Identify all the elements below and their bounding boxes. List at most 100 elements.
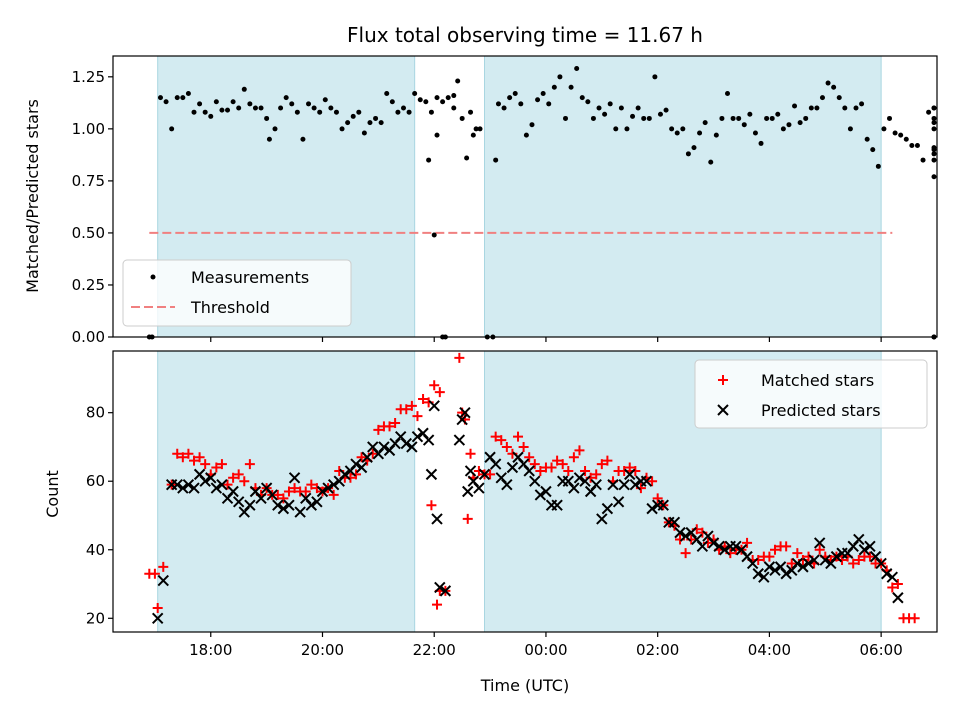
top-series-0-point-74 [507,95,513,101]
top-series-0-point-101 [657,111,663,117]
top-series-0-point-40 [367,120,373,126]
bottom-series-0-point-26 [289,483,300,494]
bottom-legend-matched-label: Matched stars [761,371,874,390]
top-series-0-point-77 [523,132,529,138]
bottom-series-1-point-72 [540,485,552,498]
top-series-0-point-156 [931,115,937,121]
top-series-0-point-149 [926,109,932,115]
bottom-series-1-point-69 [523,465,535,477]
bottom-series-1-point-0 [151,612,164,625]
bottom-x-tick-label-1: 20:00 [301,641,344,659]
bottom-series-1-point-22 [277,502,290,515]
bottom-series-1-point-36 [355,461,368,474]
bottom-series-0-point-94 [647,476,658,487]
top-y-tick-label-4: 1.00 [72,120,105,138]
bottom-series-1-point-84 [607,478,619,491]
bottom-series-0-point-14 [222,479,233,490]
bottom-y-tick-label-3: 80 [86,404,105,422]
bottom-series-0-point-138 [892,579,903,590]
top-series-0-point-26 [289,101,295,107]
top-series-0-point-140 [875,163,881,169]
bottom-series-0-point-47 [406,400,417,411]
top-series-0-point-130 [819,95,825,101]
top-series-0-point-99 [646,115,652,121]
top-series-0-point-48 [412,90,418,96]
bottom-series-1-point-118 [797,561,809,573]
bottom-x-tick-label-0: 18:00 [189,641,232,659]
bottom-x-tick-label-2: 22:00 [413,641,456,659]
top-series-0-point-100 [652,74,658,80]
bottom-series-1-point-3 [171,478,183,491]
top-y-tick-label-2: 0.50 [72,224,105,242]
bottom-series-1-point-119 [802,557,815,570]
bottom-series-0-point-120 [792,548,803,559]
bottom-series-1-point-100 [696,540,709,553]
bottom-series-0-point-115 [764,551,775,562]
bottom-series-0-point-68 [501,441,512,452]
bottom-series-1-point-110 [752,568,764,580]
top-series-0-point-51 [428,109,434,115]
bottom-series-1-point-45 [406,441,418,453]
bottom-series-0-point-60 [462,513,473,524]
top-legend-measurements-marker [150,274,156,280]
top-series-0-point-12 [213,99,219,105]
bottom-series-0-point-25 [283,486,294,497]
bottom-series-1-point-55 [456,413,468,426]
chart-title: Flux total observing time = 11.67 h [347,23,703,47]
top-y-tick-label-3: 0.75 [72,172,105,190]
bottom-series-0-point-8 [189,455,200,466]
bottom-series-1-point-8 [199,475,211,487]
bottom-series-1-point-58 [464,465,477,477]
top-series-0-point-154 [931,120,937,126]
top-series-0-point-71 [493,157,499,163]
bottom-series-1-point-74 [551,499,563,511]
bottom-legend-matched-marker [718,375,728,385]
bottom-series-0-point-131 [853,555,864,566]
bottom-series-0-point-90 [624,462,635,473]
top-series-0-point-89 [590,115,596,121]
top-series-0-point-81 [546,101,552,107]
top-panel: 0.00 0.25 0.50 0.75 1.00 1.25 Measurements Thre… [72,55,938,346]
bottom-series-0-point-137 [887,582,898,593]
bottom-series-1-point-48 [422,434,435,446]
bottom-series-0-point-70 [513,431,524,442]
bottom-series-1-point-121 [813,537,826,549]
top-series-0-point-112 [719,115,725,121]
bottom-series-1-point-56 [459,406,471,419]
bottom-series-0-point-86 [602,455,613,466]
bottom-series-1-point-54 [453,434,466,446]
bottom-series-0-point-17 [239,476,250,487]
bottom-series-1-point-25 [294,506,306,518]
bottom-series-0-point-141 [909,613,920,624]
top-series-0-point-158 [931,145,937,151]
bottom-series-1-point-135 [892,592,904,604]
top-series-0-point-27 [294,109,300,115]
top-series-0-point-105 [680,126,686,132]
top-series-0-point-57 [431,232,437,238]
top-series-0-point-39 [361,130,367,136]
bottom-series-0-point-130 [848,558,859,569]
top-series-0-point-65 [468,109,474,115]
top-series-0-point-143 [892,130,898,136]
bottom-series-1-point-13 [227,485,239,498]
bottom-series-1-point-70 [529,475,541,487]
top-series-0-point-80 [540,90,546,96]
top-series-0-point-144 [898,132,904,138]
top-series-0-point-45 [395,109,401,115]
top-series-0-point-119 [758,140,764,146]
bottom-series-1-point-130 [864,540,876,553]
bottom-series-1-point-95 [668,516,681,529]
bottom-series-0-point-67 [496,435,507,446]
top-series-0-point-128 [808,105,814,111]
top-series-0-point-53 [440,99,446,105]
bottom-series-1-point-33 [339,468,351,481]
bottom-series-1-point-77 [568,482,580,494]
top-series-0-point-16 [236,105,242,111]
bottom-series-1-point-115 [780,568,792,580]
top-series-0-point-14 [225,107,231,113]
bottom-plot-frame [112,350,938,633]
bottom-series-1-point-90 [640,475,653,487]
top-series-0-point-43 [384,90,390,96]
bottom-series-0-point-71 [518,441,529,452]
top-series-0-point-125 [792,103,798,109]
